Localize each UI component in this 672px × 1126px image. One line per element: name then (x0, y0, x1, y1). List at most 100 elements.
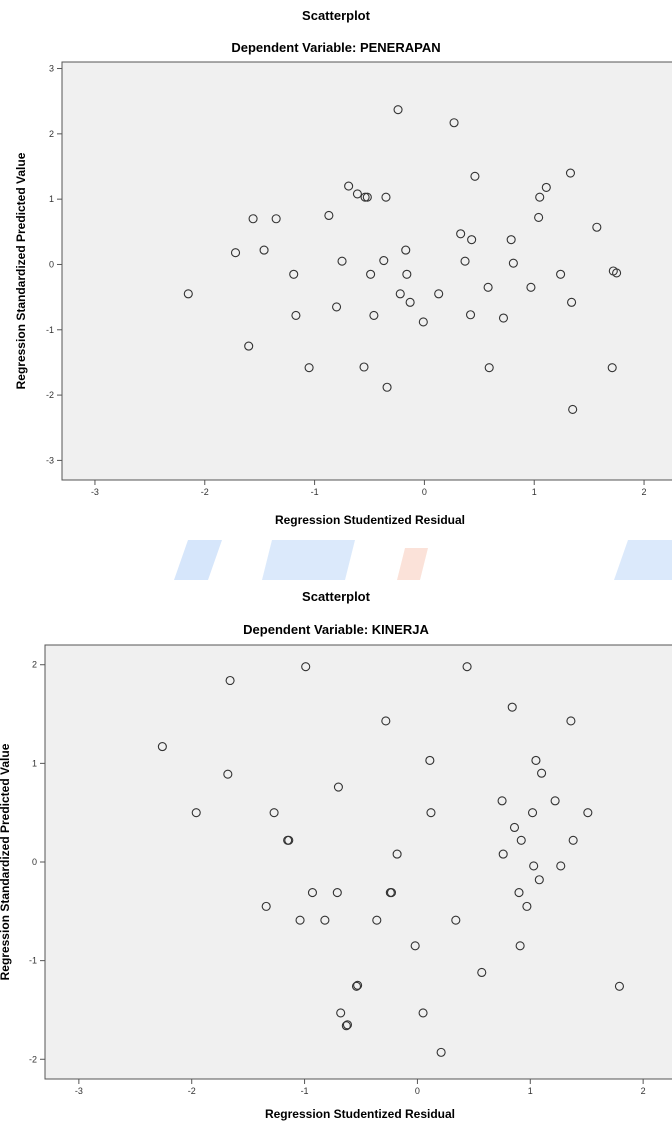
data-point (381, 716, 391, 726)
y-ticks: -2 -1 0 1 2 (29, 660, 45, 1064)
data-point (381, 192, 391, 202)
x-axis-label: Regression Studentized Residual (275, 513, 465, 527)
data-point (418, 1008, 428, 1018)
data-point (529, 861, 539, 871)
data-point (498, 849, 508, 859)
data-point (392, 849, 402, 859)
data-point (607, 363, 617, 373)
data-point (320, 915, 330, 925)
data-point (332, 302, 342, 312)
data-point (261, 901, 271, 911)
data-point (436, 1047, 446, 1057)
data-point (183, 289, 193, 299)
data-point (556, 861, 566, 871)
data-point (418, 317, 428, 327)
data-point (324, 210, 334, 221)
data-point (497, 796, 507, 806)
data-point (333, 782, 343, 792)
data-point (395, 289, 405, 299)
data-point (534, 212, 544, 222)
x-tick-label: -2 (188, 1086, 196, 1096)
data-point (534, 875, 544, 885)
data-point (531, 755, 541, 765)
data-point (592, 222, 602, 232)
data-point (483, 282, 493, 292)
y-tick-label: 1 (49, 194, 54, 204)
data-point (284, 835, 294, 845)
data-point (369, 310, 379, 320)
data-point (342, 1020, 353, 1030)
x-tick-label: 1 (532, 487, 537, 497)
plot-area (61, 61, 672, 481)
y-axis-label: Regression Standardized Predicted Value (14, 152, 28, 389)
data-point (583, 808, 593, 818)
data-point (341, 1021, 351, 1031)
data-points (183, 105, 622, 415)
chart-subtitle: Dependent Variable: KINERJA (243, 622, 429, 637)
data-point (157, 742, 167, 752)
data-point (402, 269, 412, 279)
data-point (393, 105, 403, 115)
data-point (386, 888, 397, 898)
data-point (567, 297, 577, 307)
x-axis-label: Regression Studentized Residual (265, 1107, 455, 1121)
data-point (550, 796, 560, 806)
x-tick-label: -1 (301, 1086, 309, 1096)
chart-subtitle: Dependent Variable: PENERAPAN (231, 40, 440, 55)
data-point (344, 181, 354, 191)
data-point (527, 808, 538, 818)
data-point (191, 808, 201, 818)
data-points (157, 662, 624, 1057)
data-point (259, 245, 269, 255)
data-point (556, 269, 566, 279)
y-tick-label: -1 (46, 325, 54, 335)
data-point (269, 808, 279, 818)
data-point (470, 171, 480, 181)
data-point (225, 675, 235, 686)
x-tick-label: 2 (641, 1086, 646, 1096)
data-point (514, 888, 524, 898)
data-point (537, 768, 547, 778)
data-point (506, 235, 516, 245)
data-point (360, 192, 370, 202)
y-axis-label: Regression Standardized Predicted Value (0, 743, 12, 980)
data-point (516, 835, 526, 845)
x-tick-label: 2 (642, 487, 647, 497)
x-tick-label: -3 (91, 487, 99, 497)
data-point (566, 716, 576, 726)
data-point (304, 363, 314, 373)
data-point (541, 182, 551, 192)
y-tick-label: -3 (46, 455, 54, 465)
x-ticks: -3 -2 -1 0 1 2 (91, 480, 647, 497)
data-point (568, 835, 578, 845)
y-tick-label: -2 (29, 1054, 37, 1064)
data-point (451, 915, 461, 925)
data-point (612, 268, 622, 278)
data-point (291, 310, 301, 320)
data-point (271, 214, 281, 224)
data-point (449, 118, 459, 128)
data-point (410, 941, 420, 951)
data-point (230, 248, 241, 258)
data-point (508, 258, 518, 268)
data-point (467, 235, 477, 245)
data-point (526, 282, 536, 292)
data-point (359, 362, 369, 372)
y-tick-label: 0 (32, 857, 37, 867)
x-tick-label: 0 (422, 487, 427, 497)
data-point (244, 341, 254, 351)
data-point (336, 1008, 346, 1018)
data-point (425, 755, 435, 765)
data-point (568, 404, 578, 415)
x-tick-label: -3 (75, 1086, 83, 1096)
y-tick-label: 2 (32, 660, 37, 670)
data-point (456, 229, 466, 239)
data-point (352, 189, 362, 199)
scatterplot-kinerja: Scatterplot Dependent Variable: KINERJA … (0, 589, 672, 1121)
data-point (295, 915, 305, 925)
data-point (401, 245, 411, 255)
data-point (498, 313, 509, 323)
data-point (372, 915, 382, 925)
data-point (362, 192, 372, 202)
data-point (460, 256, 470, 266)
